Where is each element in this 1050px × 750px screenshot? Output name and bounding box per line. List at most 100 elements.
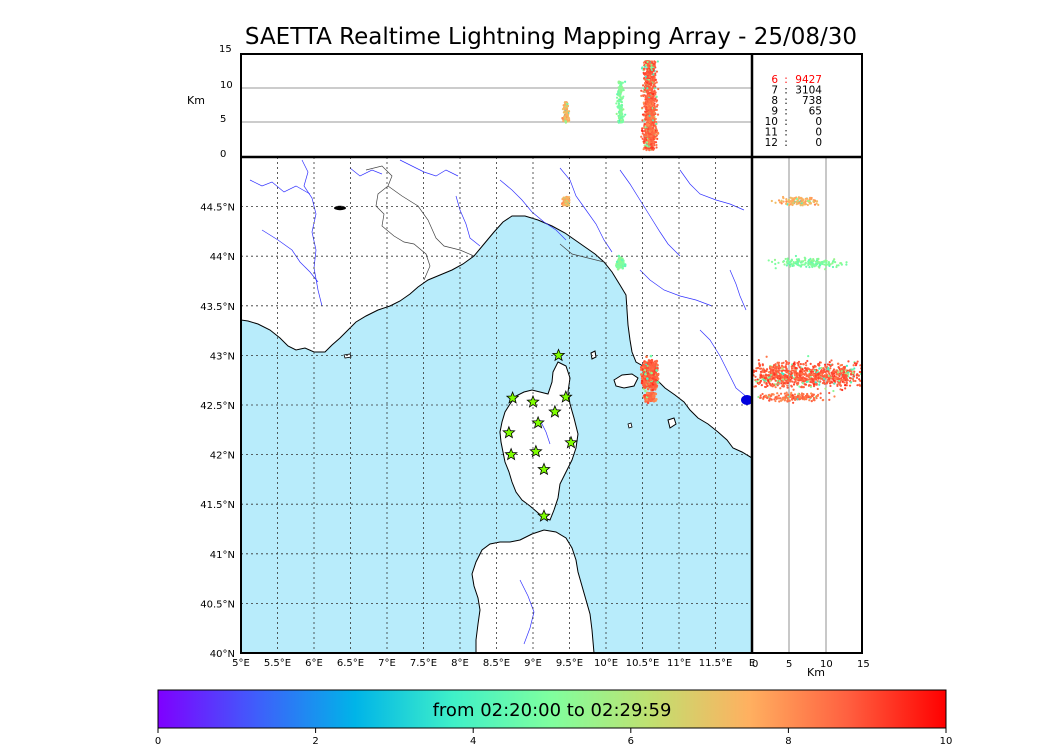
lon-tick-label: 9.5°E bbox=[556, 658, 583, 669]
top-ytick-0: 0 bbox=[220, 149, 226, 160]
station-count-sep: : bbox=[784, 74, 788, 86]
top-ytick-5: 5 bbox=[220, 114, 226, 125]
lon-tick-label: 6.5°E bbox=[337, 658, 364, 669]
station-star-icon bbox=[529, 444, 543, 458]
station-markers bbox=[502, 348, 578, 522]
station-star-icon bbox=[526, 394, 540, 408]
station-count-sep: : bbox=[784, 106, 788, 118]
station-count-stations: 11 bbox=[765, 127, 778, 139]
station-star-icon bbox=[564, 435, 578, 449]
mainland-land bbox=[241, 157, 752, 459]
colorbar: 0 2 4 6 8 10 bbox=[155, 689, 953, 747]
lon-tick-label: 5.5°E bbox=[264, 658, 291, 669]
station-count-stations: 6 bbox=[771, 74, 778, 86]
colorbar-tick-label: 2 bbox=[312, 736, 318, 747]
station-count-stations: 8 bbox=[771, 95, 778, 107]
station-count-stations: 12 bbox=[765, 137, 778, 149]
lon-tick-label: 6°E bbox=[305, 658, 323, 669]
top-ytick-10: 10 bbox=[220, 80, 233, 91]
latitude-altitude-panel: 0 5 10 15 Km bbox=[752, 157, 870, 679]
side-xtick-15: 15 bbox=[857, 659, 870, 670]
lon-tick-label: 10.5°E bbox=[626, 658, 660, 669]
lat-tick-label: 41.5°N bbox=[200, 500, 235, 511]
station-count-sep: : bbox=[784, 116, 788, 128]
station-star-icon bbox=[504, 447, 518, 461]
lat-tick-label: 40°N bbox=[210, 649, 235, 660]
borders bbox=[365, 165, 605, 281]
lat-tick-label: 42°N bbox=[210, 451, 235, 462]
station-count-stations: 9 bbox=[771, 106, 778, 118]
station-count-value: 0 bbox=[815, 137, 822, 149]
station-count-stations: 7 bbox=[771, 85, 778, 97]
side-scatter-points bbox=[752, 195, 862, 404]
station-star-icon bbox=[559, 390, 573, 403]
station-count-value: 9427 bbox=[795, 74, 822, 86]
sardinia-island bbox=[471, 529, 595, 653]
lon-tick-label: 10°E bbox=[594, 658, 618, 669]
lat-tick-label: 44.5°N bbox=[200, 203, 235, 214]
colorbar-caption: from 02:20:00 to 02:29:59 bbox=[432, 700, 672, 721]
rivers bbox=[249, 159, 749, 645]
colorbar-tick-label: 10 bbox=[940, 736, 953, 747]
lat-tick-label: 42.5°N bbox=[200, 401, 235, 412]
altitude-longitude-panel: Km 15 10 5 0 bbox=[187, 44, 752, 160]
station-star-icon bbox=[551, 348, 566, 362]
giglio-island bbox=[627, 422, 633, 429]
station-star-icon bbox=[531, 415, 545, 429]
station-count-sep: : bbox=[784, 137, 788, 149]
station-count-value: 0 bbox=[815, 116, 822, 128]
lat-tick-label: 40.5°N bbox=[200, 599, 235, 610]
lat-tick-label: 44°N bbox=[210, 252, 235, 263]
lon-tick-label: 7°E bbox=[378, 658, 396, 669]
station-star-icon bbox=[548, 404, 562, 418]
colorbar-tick-label: 0 bbox=[155, 736, 161, 747]
lat-tick-label: 43.5°N bbox=[200, 302, 235, 313]
station-star-icon bbox=[502, 425, 516, 439]
station-count-sep: : bbox=[784, 95, 788, 107]
lon-tick-label: 9°E bbox=[524, 658, 542, 669]
top-ylabel: Km bbox=[187, 94, 205, 107]
top-scatter-points bbox=[561, 59, 660, 152]
station-count-value: 65 bbox=[809, 106, 822, 118]
corsica-island bbox=[499, 361, 579, 521]
elba-island bbox=[613, 373, 639, 389]
map-scatter-points bbox=[561, 195, 752, 405]
station-count-value: 3104 bbox=[795, 85, 822, 97]
station-count-value: 738 bbox=[802, 95, 822, 107]
station-count-stations: 10 bbox=[765, 116, 778, 128]
lake-geneva bbox=[334, 205, 346, 211]
argentario bbox=[667, 417, 677, 429]
side-xlabel: Km bbox=[807, 666, 825, 679]
map-longitude-ticks: 5°E 5.5°E 6°E 6.5°E 7°E 7.5°E 8°E 8.5°E 9°E 9.5°E… bbox=[232, 658, 755, 669]
station-count-sep: : bbox=[784, 127, 788, 139]
lon-tick-label: 11°E bbox=[667, 658, 691, 669]
lon-tick-label: 5°E bbox=[232, 658, 250, 669]
station-star-icon bbox=[537, 462, 551, 476]
station-count-value: 0 bbox=[815, 127, 822, 139]
lon-tick-label: 7.5°E bbox=[410, 658, 437, 669]
lon-tick-label: E bbox=[749, 658, 755, 669]
lon-tick-label: 11.5°E bbox=[699, 658, 733, 669]
station-star-icon bbox=[505, 391, 520, 404]
top-ytick-15: 15 bbox=[219, 44, 232, 55]
colorbar-tick-label: 6 bbox=[628, 736, 634, 747]
colorbar-ticks: 0 2 4 6 8 10 bbox=[155, 728, 953, 747]
side-xtick-10: 10 bbox=[820, 659, 833, 670]
lon-tick-label: 8°E bbox=[451, 658, 469, 669]
page-title: SAETTA Realtime Lightning Mapping Array … bbox=[244, 24, 858, 50]
figure-frame bbox=[240, 53, 863, 654]
colorbar-tick-label: 8 bbox=[785, 736, 791, 747]
hyeres-islands bbox=[343, 353, 352, 359]
side-xtick-0: 0 bbox=[752, 659, 758, 670]
colorbar-tick-label: 4 bbox=[470, 736, 476, 747]
map-latitude-ticks: 44.5°N 44°N 43.5°N 43°N 42.5°N 42°N 41.5°N 41°N… bbox=[200, 203, 235, 660]
lat-tick-label: 41°N bbox=[210, 550, 235, 561]
lon-tick-label: 8.5°E bbox=[483, 658, 510, 669]
colorbar-gradient bbox=[157, 689, 947, 729]
lat-tick-label: 43°N bbox=[210, 351, 235, 362]
edge-blob bbox=[741, 395, 752, 405]
map-panel bbox=[241, 157, 752, 653]
